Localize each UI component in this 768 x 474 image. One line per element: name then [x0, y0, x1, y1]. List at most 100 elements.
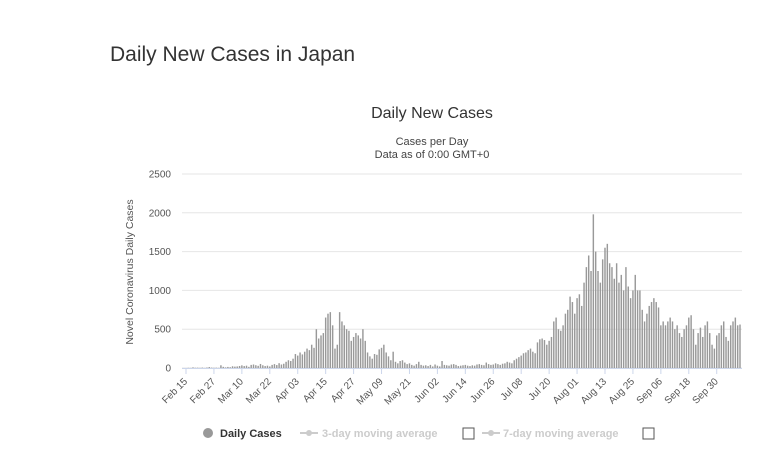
- bar: [529, 348, 532, 368]
- bar: [290, 361, 292, 368]
- bar: [303, 351, 306, 368]
- bar: [536, 342, 539, 368]
- bar: [692, 329, 695, 368]
- bar: [671, 321, 674, 368]
- bar: [366, 352, 369, 368]
- bar: [560, 330, 562, 368]
- bar: [443, 364, 446, 368]
- bar: [567, 309, 569, 368]
- x-tick-label: Jun 14: [440, 376, 469, 405]
- bar: [252, 364, 255, 368]
- y-axis-label: Novel Coronavirus Daily Cases: [124, 199, 136, 344]
- bar: [471, 365, 474, 368]
- bar: [508, 362, 511, 368]
- bar: [636, 290, 639, 368]
- bar: [594, 251, 597, 368]
- x-tick-label: Mar 22: [244, 376, 274, 406]
- bar: [525, 352, 527, 368]
- bar: [436, 365, 439, 368]
- bar: [406, 364, 408, 368]
- bar: [313, 347, 315, 368]
- bar: [269, 366, 271, 368]
- bar: [541, 338, 543, 368]
- bar: [504, 363, 506, 368]
- legend-label-daily-cases[interactable]: Daily Cases: [220, 428, 282, 440]
- legend-label-3day[interactable]: 3-day moving average: [322, 428, 438, 440]
- legend-label-7day[interactable]: 7-day moving average: [503, 428, 619, 440]
- bar: [688, 317, 690, 368]
- bar: [629, 298, 632, 368]
- x-tick-label: Aug 25: [607, 376, 637, 406]
- bar: [487, 364, 490, 368]
- bar: [736, 325, 739, 368]
- bar: [534, 353, 536, 368]
- bar: [497, 364, 499, 368]
- bar: [681, 336, 683, 368]
- bar: [401, 360, 404, 368]
- x-tick-label: Jun 02: [413, 376, 442, 405]
- bar: [597, 271, 599, 368]
- x-tick-label: Apr 15: [301, 376, 330, 405]
- bar: [667, 321, 669, 368]
- y-axis-ticks: 0 500 1000 1500 2000 2500: [149, 170, 172, 375]
- bar: [657, 307, 660, 368]
- bar: [587, 255, 590, 368]
- bar: [255, 365, 257, 368]
- bar: [462, 365, 464, 368]
- bar: [259, 363, 262, 368]
- bar: [248, 366, 250, 368]
- bar: [676, 325, 678, 368]
- bar: [583, 282, 585, 368]
- legend-marker-daily-cases: [203, 428, 213, 438]
- bar: [257, 365, 259, 368]
- x-tick-label: Apr 27: [329, 376, 358, 405]
- bar: [392, 351, 394, 368]
- y-tick-label: 2500: [149, 170, 172, 181]
- bar: [283, 363, 285, 368]
- bar: [399, 361, 401, 368]
- legend: Daily Cases 3-day moving average 7-day mov…: [203, 427, 655, 440]
- bar: [722, 321, 725, 368]
- bar: [734, 317, 737, 368]
- bar: [718, 333, 720, 368]
- bar: [713, 348, 716, 368]
- bar: [562, 325, 564, 368]
- y-tick-label: 1500: [149, 247, 172, 258]
- bar: [373, 354, 376, 368]
- bar: [208, 367, 210, 368]
- x-tick-label: Sep 30: [691, 376, 721, 406]
- bar: [546, 344, 548, 368]
- bar: [557, 329, 560, 368]
- bar: [739, 324, 741, 368]
- bar: [411, 364, 413, 368]
- bar: [278, 363, 280, 368]
- bar: [441, 361, 443, 368]
- bar: [585, 267, 588, 368]
- bar: [345, 329, 348, 368]
- bar: [322, 333, 325, 368]
- bar: [543, 340, 546, 368]
- bar: [192, 367, 194, 368]
- bar: [494, 363, 497, 368]
- bar: [231, 366, 234, 368]
- bar: [334, 348, 336, 368]
- bar: [343, 325, 346, 368]
- bar: [641, 309, 643, 368]
- x-tick-label: Jun 26: [468, 376, 497, 405]
- bar: [429, 364, 432, 368]
- bar: [702, 336, 704, 368]
- bar: [473, 365, 476, 368]
- bar: [348, 330, 350, 368]
- bar: [613, 278, 616, 368]
- bar: [678, 333, 681, 368]
- bar: [362, 329, 364, 368]
- x-tick-label: Aug 13: [579, 376, 609, 406]
- bar: [539, 339, 541, 368]
- bar: [697, 333, 699, 368]
- bar: [280, 364, 283, 368]
- legend-checkbox-3day[interactable]: [462, 427, 475, 440]
- bar: [292, 358, 294, 368]
- legend-checkbox-7day[interactable]: [642, 427, 655, 440]
- bar: [413, 365, 415, 368]
